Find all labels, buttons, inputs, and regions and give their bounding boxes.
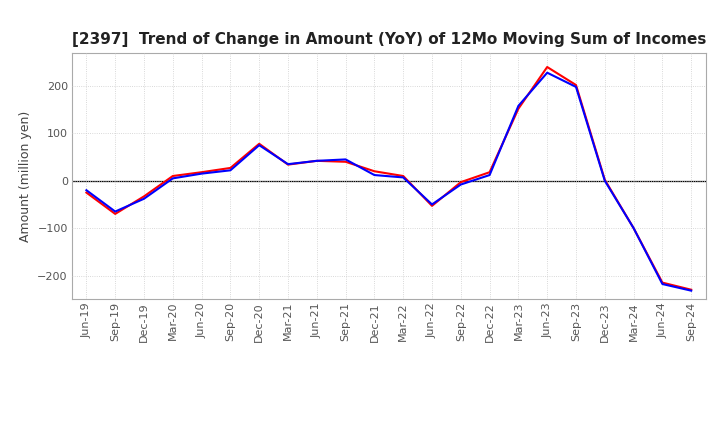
Ordinary Income bbox=[341, 157, 350, 162]
Net Income bbox=[341, 159, 350, 165]
Ordinary Income bbox=[399, 175, 408, 180]
Ordinary Income bbox=[629, 225, 638, 231]
Net Income bbox=[226, 165, 235, 171]
Ordinary Income bbox=[284, 161, 292, 167]
Ordinary Income bbox=[255, 143, 264, 148]
Line: Net Income: Net Income bbox=[86, 67, 691, 290]
Ordinary Income bbox=[600, 178, 609, 183]
Net Income bbox=[428, 203, 436, 209]
Line: Ordinary Income: Ordinary Income bbox=[86, 73, 691, 291]
Net Income bbox=[658, 280, 667, 285]
Title: [2397]  Trend of Change in Amount (YoY) of 12Mo Moving Sum of Incomes: [2397] Trend of Change in Amount (YoY) o… bbox=[71, 33, 706, 48]
Net Income bbox=[111, 211, 120, 216]
Ordinary Income bbox=[658, 282, 667, 287]
Ordinary Income bbox=[111, 209, 120, 214]
Ordinary Income bbox=[82, 187, 91, 193]
Ordinary Income bbox=[168, 176, 177, 181]
Y-axis label: Amount (million yen): Amount (million yen) bbox=[19, 110, 32, 242]
Ordinary Income bbox=[312, 158, 321, 164]
Net Income bbox=[456, 180, 465, 185]
Net Income bbox=[485, 169, 494, 175]
Ordinary Income bbox=[456, 182, 465, 187]
Net Income bbox=[284, 162, 292, 167]
Net Income bbox=[687, 287, 696, 292]
Net Income bbox=[197, 169, 206, 175]
Ordinary Income bbox=[428, 202, 436, 207]
Net Income bbox=[629, 225, 638, 231]
Net Income bbox=[572, 82, 580, 88]
Net Income bbox=[370, 169, 379, 174]
Ordinary Income bbox=[572, 84, 580, 90]
Net Income bbox=[82, 190, 91, 195]
Ordinary Income bbox=[226, 168, 235, 173]
Net Income bbox=[600, 177, 609, 183]
Ordinary Income bbox=[514, 103, 523, 109]
Net Income bbox=[399, 173, 408, 179]
Ordinary Income bbox=[370, 172, 379, 178]
Net Income bbox=[543, 64, 552, 70]
Net Income bbox=[255, 141, 264, 147]
Net Income bbox=[514, 106, 523, 111]
Net Income bbox=[140, 194, 148, 199]
Ordinary Income bbox=[485, 172, 494, 178]
Ordinary Income bbox=[197, 171, 206, 176]
Ordinary Income bbox=[687, 288, 696, 293]
Net Income bbox=[312, 158, 321, 164]
Ordinary Income bbox=[140, 196, 148, 202]
Ordinary Income bbox=[543, 70, 552, 75]
Net Income bbox=[168, 173, 177, 179]
